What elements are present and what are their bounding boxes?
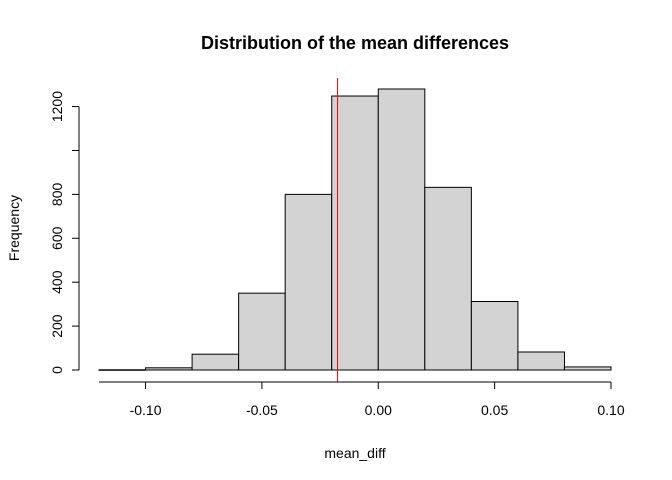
histogram-bar — [98, 369, 147, 371]
y-tick-label: 1200 — [49, 91, 65, 122]
x-axis: -0.10 -0.05 0.00 0.05 0.10 — [99, 381, 625, 418]
x-tick-label: -0.05 — [246, 402, 278, 418]
y-tick-label: 400 — [49, 270, 65, 294]
y-axis: 0 200 400 600 800 1200 — [49, 91, 80, 374]
y-axis-label: Frequency — [6, 195, 22, 261]
histogram-bar — [331, 95, 379, 371]
histogram-bar — [377, 88, 426, 371]
x-tick-label: 0.10 — [597, 402, 624, 418]
histogram-bar — [191, 353, 240, 371]
chart-title: Distribution of the mean differences — [201, 33, 509, 53]
y-tick-label: 0 — [49, 366, 65, 374]
histogram-bar — [145, 367, 193, 371]
histogram-bar — [517, 351, 565, 371]
histogram-bar — [563, 366, 612, 371]
histogram-bar — [238, 292, 286, 371]
x-tick-label: 0.05 — [481, 402, 508, 418]
histogram-bars — [98, 88, 612, 371]
histogram-bar — [284, 193, 333, 371]
x-axis-label: mean_diff — [324, 445, 385, 461]
y-tick-label: 800 — [49, 182, 65, 206]
x-tick-label: -0.10 — [130, 402, 162, 418]
y-tick-label: 600 — [49, 226, 65, 250]
x-tick-label: 0.00 — [365, 402, 392, 418]
histogram-bar — [470, 301, 519, 371]
histogram-bar — [424, 186, 472, 371]
y-tick-label: 200 — [49, 314, 65, 338]
